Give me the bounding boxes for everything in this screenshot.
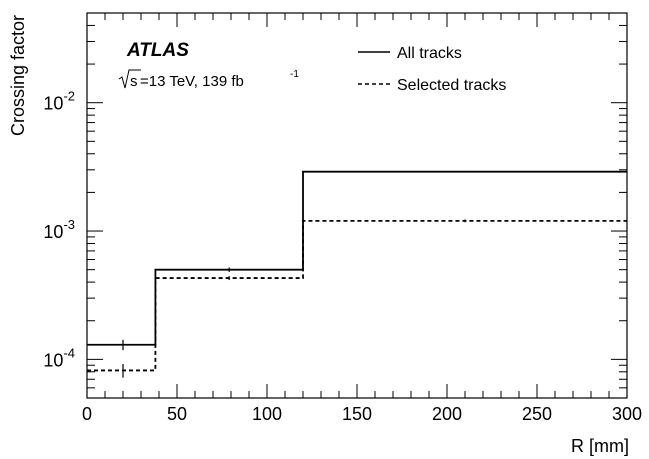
series-layer: [87, 170, 627, 378]
series-step-all-tracks: [87, 170, 627, 346]
sqrt-sign: [118, 69, 141, 89]
experiment-label: ATLAS: [126, 40, 189, 61]
y-tick-exponent: -2: [63, 89, 75, 104]
y-tick-mantissa: 10: [43, 350, 63, 370]
x-axis-title: R [mm]: [571, 436, 629, 456]
y-tick-exponent: -4: [63, 345, 75, 360]
minor-ticks: [87, 12, 627, 399]
y-tick-mantissa: 10: [43, 94, 63, 114]
y-tick-label: 10-3: [43, 217, 75, 242]
major-ticks: [86, 13, 628, 398]
energy-annotation: s =13 TeV, 139 fb -1: [118, 69, 299, 90]
y-tick-exponent: -3: [63, 217, 75, 232]
plot-frame: [86, 12, 628, 399]
x-tick-label: 250: [522, 404, 552, 424]
y-tick-labels: 10-410-310-2: [43, 89, 75, 371]
x-tick-label: 50: [167, 404, 187, 424]
y-tick-mantissa: 10: [43, 222, 63, 242]
energy-symbol: s: [130, 73, 138, 90]
x-tick-labels: 0 50 100 150 200 250 300: [82, 404, 642, 424]
y-tick-label: 10-4: [43, 345, 75, 370]
x-tick-label: 150: [342, 404, 372, 424]
x-tick-label: 0: [82, 404, 92, 424]
legend-label-all-tracks: All tracks: [397, 45, 462, 62]
x-tick-label: 300: [612, 404, 642, 424]
energy-value: =13 TeV, 139 fb: [140, 73, 244, 90]
x-tick-label: 100: [252, 404, 282, 424]
x-tick-label: 200: [432, 404, 462, 424]
y-tick-label: 10-2: [43, 89, 75, 114]
lumi-superscript: -1: [290, 69, 299, 80]
series-step-selected-tracks: [87, 219, 627, 372]
legend-label-selected-tracks: Selected tracks: [397, 77, 506, 94]
legend: All tracks Selected tracks: [358, 45, 506, 94]
y-axis-title: Crossing factor: [8, 15, 28, 136]
